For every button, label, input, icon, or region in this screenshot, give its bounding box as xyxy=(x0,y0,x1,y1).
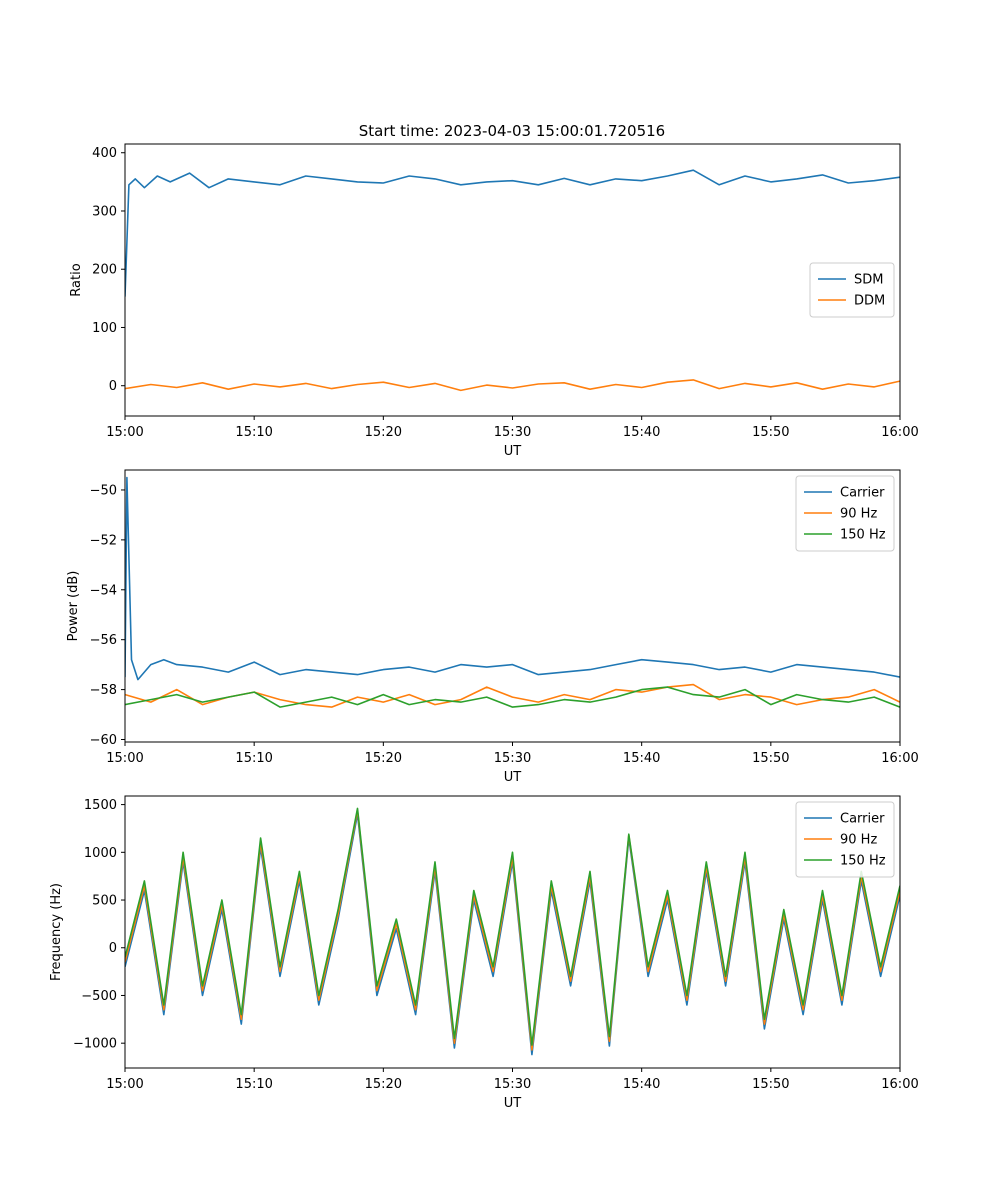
y-tick-label: 300 xyxy=(92,204,117,219)
y-tick-label: 1500 xyxy=(84,798,117,813)
series-line-sdm xyxy=(125,169,900,297)
x-tick-label: 15:00 xyxy=(106,1077,143,1092)
series-line-ddm xyxy=(125,379,900,392)
x-tick-label: 15:40 xyxy=(623,425,660,440)
x-tick-label: 16:00 xyxy=(881,425,918,440)
y-tick-label: −58 xyxy=(90,683,117,698)
y-axis-label: Ratio xyxy=(69,263,84,296)
chart-panel-1: 15:00 15:10 15:20 15:30 15:40 15:50 16:00 0 100 2… xyxy=(69,143,919,459)
legend-label: SDM xyxy=(854,273,883,288)
legend-box xyxy=(795,801,895,878)
y-tick-label: 100 xyxy=(92,321,117,336)
x-tick-label: 15:20 xyxy=(365,751,402,766)
x-tick-label: 15:40 xyxy=(623,1077,660,1092)
legend-label: 90 Hz xyxy=(840,833,877,848)
series-line-carrier xyxy=(125,476,900,681)
legend: Carrier 90 Hz 150 Hz xyxy=(795,801,895,878)
y-tick-label: 0 xyxy=(109,941,117,956)
x-tick-label: 15:40 xyxy=(623,751,660,766)
y-tick-label: 500 xyxy=(92,894,117,909)
x-axis-label: UT xyxy=(504,770,522,785)
y-tick-label: −500 xyxy=(81,989,117,1004)
legend-label: 150 Hz xyxy=(840,854,886,869)
chart-panel-3: 15:00 15:10 15:20 15:30 15:40 15:50 16:00 −1000… xyxy=(49,795,919,1111)
x-tick-label: 15:30 xyxy=(494,1077,531,1092)
series-line-150-hz xyxy=(125,807,900,1046)
legend-label: 150 Hz xyxy=(840,528,886,543)
x-tick-label: 15:20 xyxy=(365,1077,402,1092)
y-tick-label: −54 xyxy=(90,583,117,598)
x-tick-label: 15:00 xyxy=(106,751,143,766)
legend-label: Carrier xyxy=(840,812,885,827)
y-tick-label: −56 xyxy=(90,633,117,648)
x-tick-label: 16:00 xyxy=(881,1077,918,1092)
y-tick-label: −52 xyxy=(90,533,117,548)
y-tick-label: 200 xyxy=(92,263,117,278)
x-tick-label: 15:50 xyxy=(752,751,789,766)
x-tick-label: 15:50 xyxy=(752,1077,789,1092)
y-axis-label: Frequency (Hz) xyxy=(49,883,64,981)
series-group xyxy=(125,807,900,1056)
x-tick-label: 15:10 xyxy=(235,1077,272,1092)
y-tick-label: −60 xyxy=(90,733,117,748)
y-tick-label: 1000 xyxy=(84,846,117,861)
y-tick-label: 400 xyxy=(92,146,117,161)
x-tick-label: 15:30 xyxy=(494,425,531,440)
x-tick-label: 15:20 xyxy=(365,425,402,440)
chart-title: Start time: 2023-04-03 15:00:01.720516 xyxy=(359,122,665,140)
x-axis-label: UT xyxy=(504,1096,522,1111)
panels: 15:00 15:10 15:20 15:30 15:40 15:50 16:00 0 100 2… xyxy=(49,143,919,1111)
x-tick-label: 16:00 xyxy=(881,751,918,766)
y-tick-label: −1000 xyxy=(73,1037,117,1052)
legend-label: DDM xyxy=(854,294,885,309)
series-line-150-hz xyxy=(125,686,900,708)
x-tick-label: 15:30 xyxy=(494,751,531,766)
legend-box xyxy=(809,262,895,318)
legend-box xyxy=(795,475,895,552)
series-group xyxy=(125,169,900,392)
chart-panel-2: 15:00 15:10 15:20 15:30 15:40 15:50 16:00 −60 −5… xyxy=(66,469,919,785)
x-tick-label: 15:10 xyxy=(235,751,272,766)
x-tick-label: 15:50 xyxy=(752,425,789,440)
y-tick-label: −50 xyxy=(90,483,117,498)
x-axis-label: UT xyxy=(504,444,522,459)
legend-label: 90 Hz xyxy=(840,507,877,522)
x-tick-label: 15:00 xyxy=(106,425,143,440)
y-tick-label: 0 xyxy=(109,379,117,394)
legend: Carrier 90 Hz 150 Hz xyxy=(795,475,895,552)
series-group xyxy=(125,476,900,708)
x-tick-label: 15:10 xyxy=(235,425,272,440)
legend-label: Carrier xyxy=(840,486,885,501)
y-axis-label: Power (dB) xyxy=(66,571,81,642)
legend: SDM DDM xyxy=(809,262,895,318)
